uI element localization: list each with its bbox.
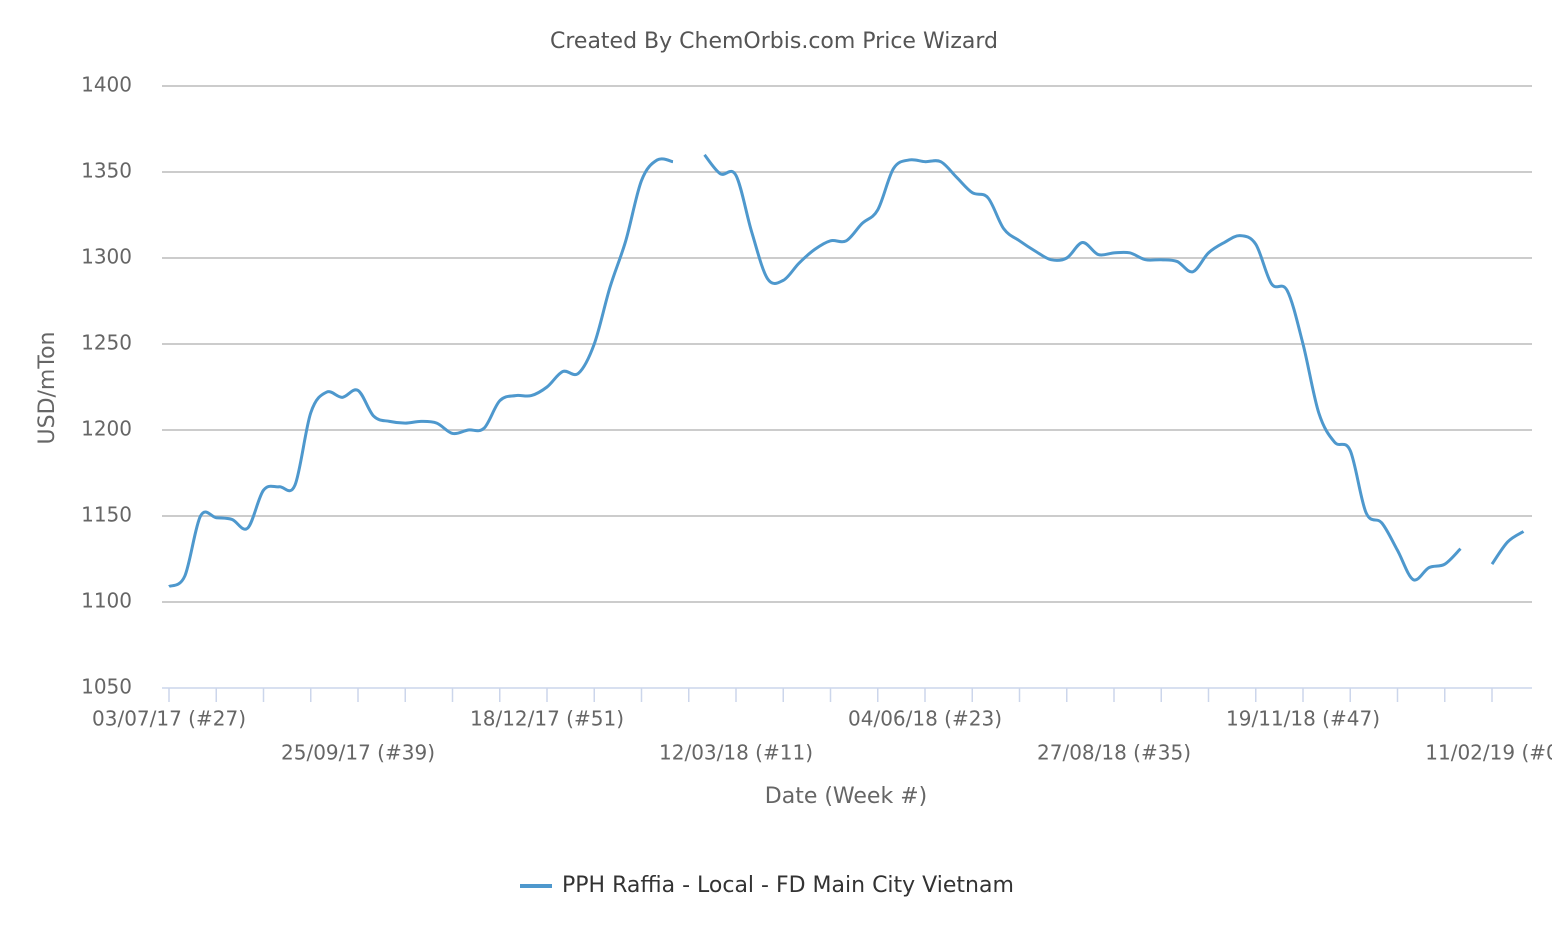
y-tick-label: 1250 <box>81 331 132 355</box>
x-tick-label: 19/11/18 (#47) <box>1226 707 1380 731</box>
y-axis-label: USD/mTon <box>35 332 60 445</box>
y-tick-label: 1350 <box>81 159 132 183</box>
y-tick-label: 1200 <box>81 417 132 441</box>
legend-label: PPH Raffia - Local - FD Main City Vietna… <box>562 873 1014 898</box>
x-tick-label: 11/02/19 (#0 <box>1425 741 1552 765</box>
y-tick-label: 1100 <box>81 589 132 613</box>
x-tick-label: 18/12/17 (#51) <box>470 707 624 731</box>
line-series <box>1490 530 1525 566</box>
x-tick-label: 25/09/17 (#39) <box>281 741 435 765</box>
y-tick-label: 1400 <box>81 73 132 97</box>
x-tick-label: 04/06/18 (#23) <box>848 707 1002 731</box>
x-tick-label: 03/07/17 (#27) <box>92 707 246 731</box>
y-tick-label: 1050 <box>81 675 132 699</box>
line-series <box>168 157 674 588</box>
x-tick-label: 12/03/18 (#11) <box>659 741 813 765</box>
chart-title: Created By ChemOrbis.com Price Wizard <box>550 29 998 54</box>
y-tick-label: 1150 <box>81 503 132 527</box>
y-tick-label: 1300 <box>81 245 132 269</box>
x-axis-label: Date (Week #) <box>765 784 927 809</box>
line-series <box>703 153 1462 582</box>
x-tick-label: 27/08/18 (#35) <box>1037 741 1191 765</box>
